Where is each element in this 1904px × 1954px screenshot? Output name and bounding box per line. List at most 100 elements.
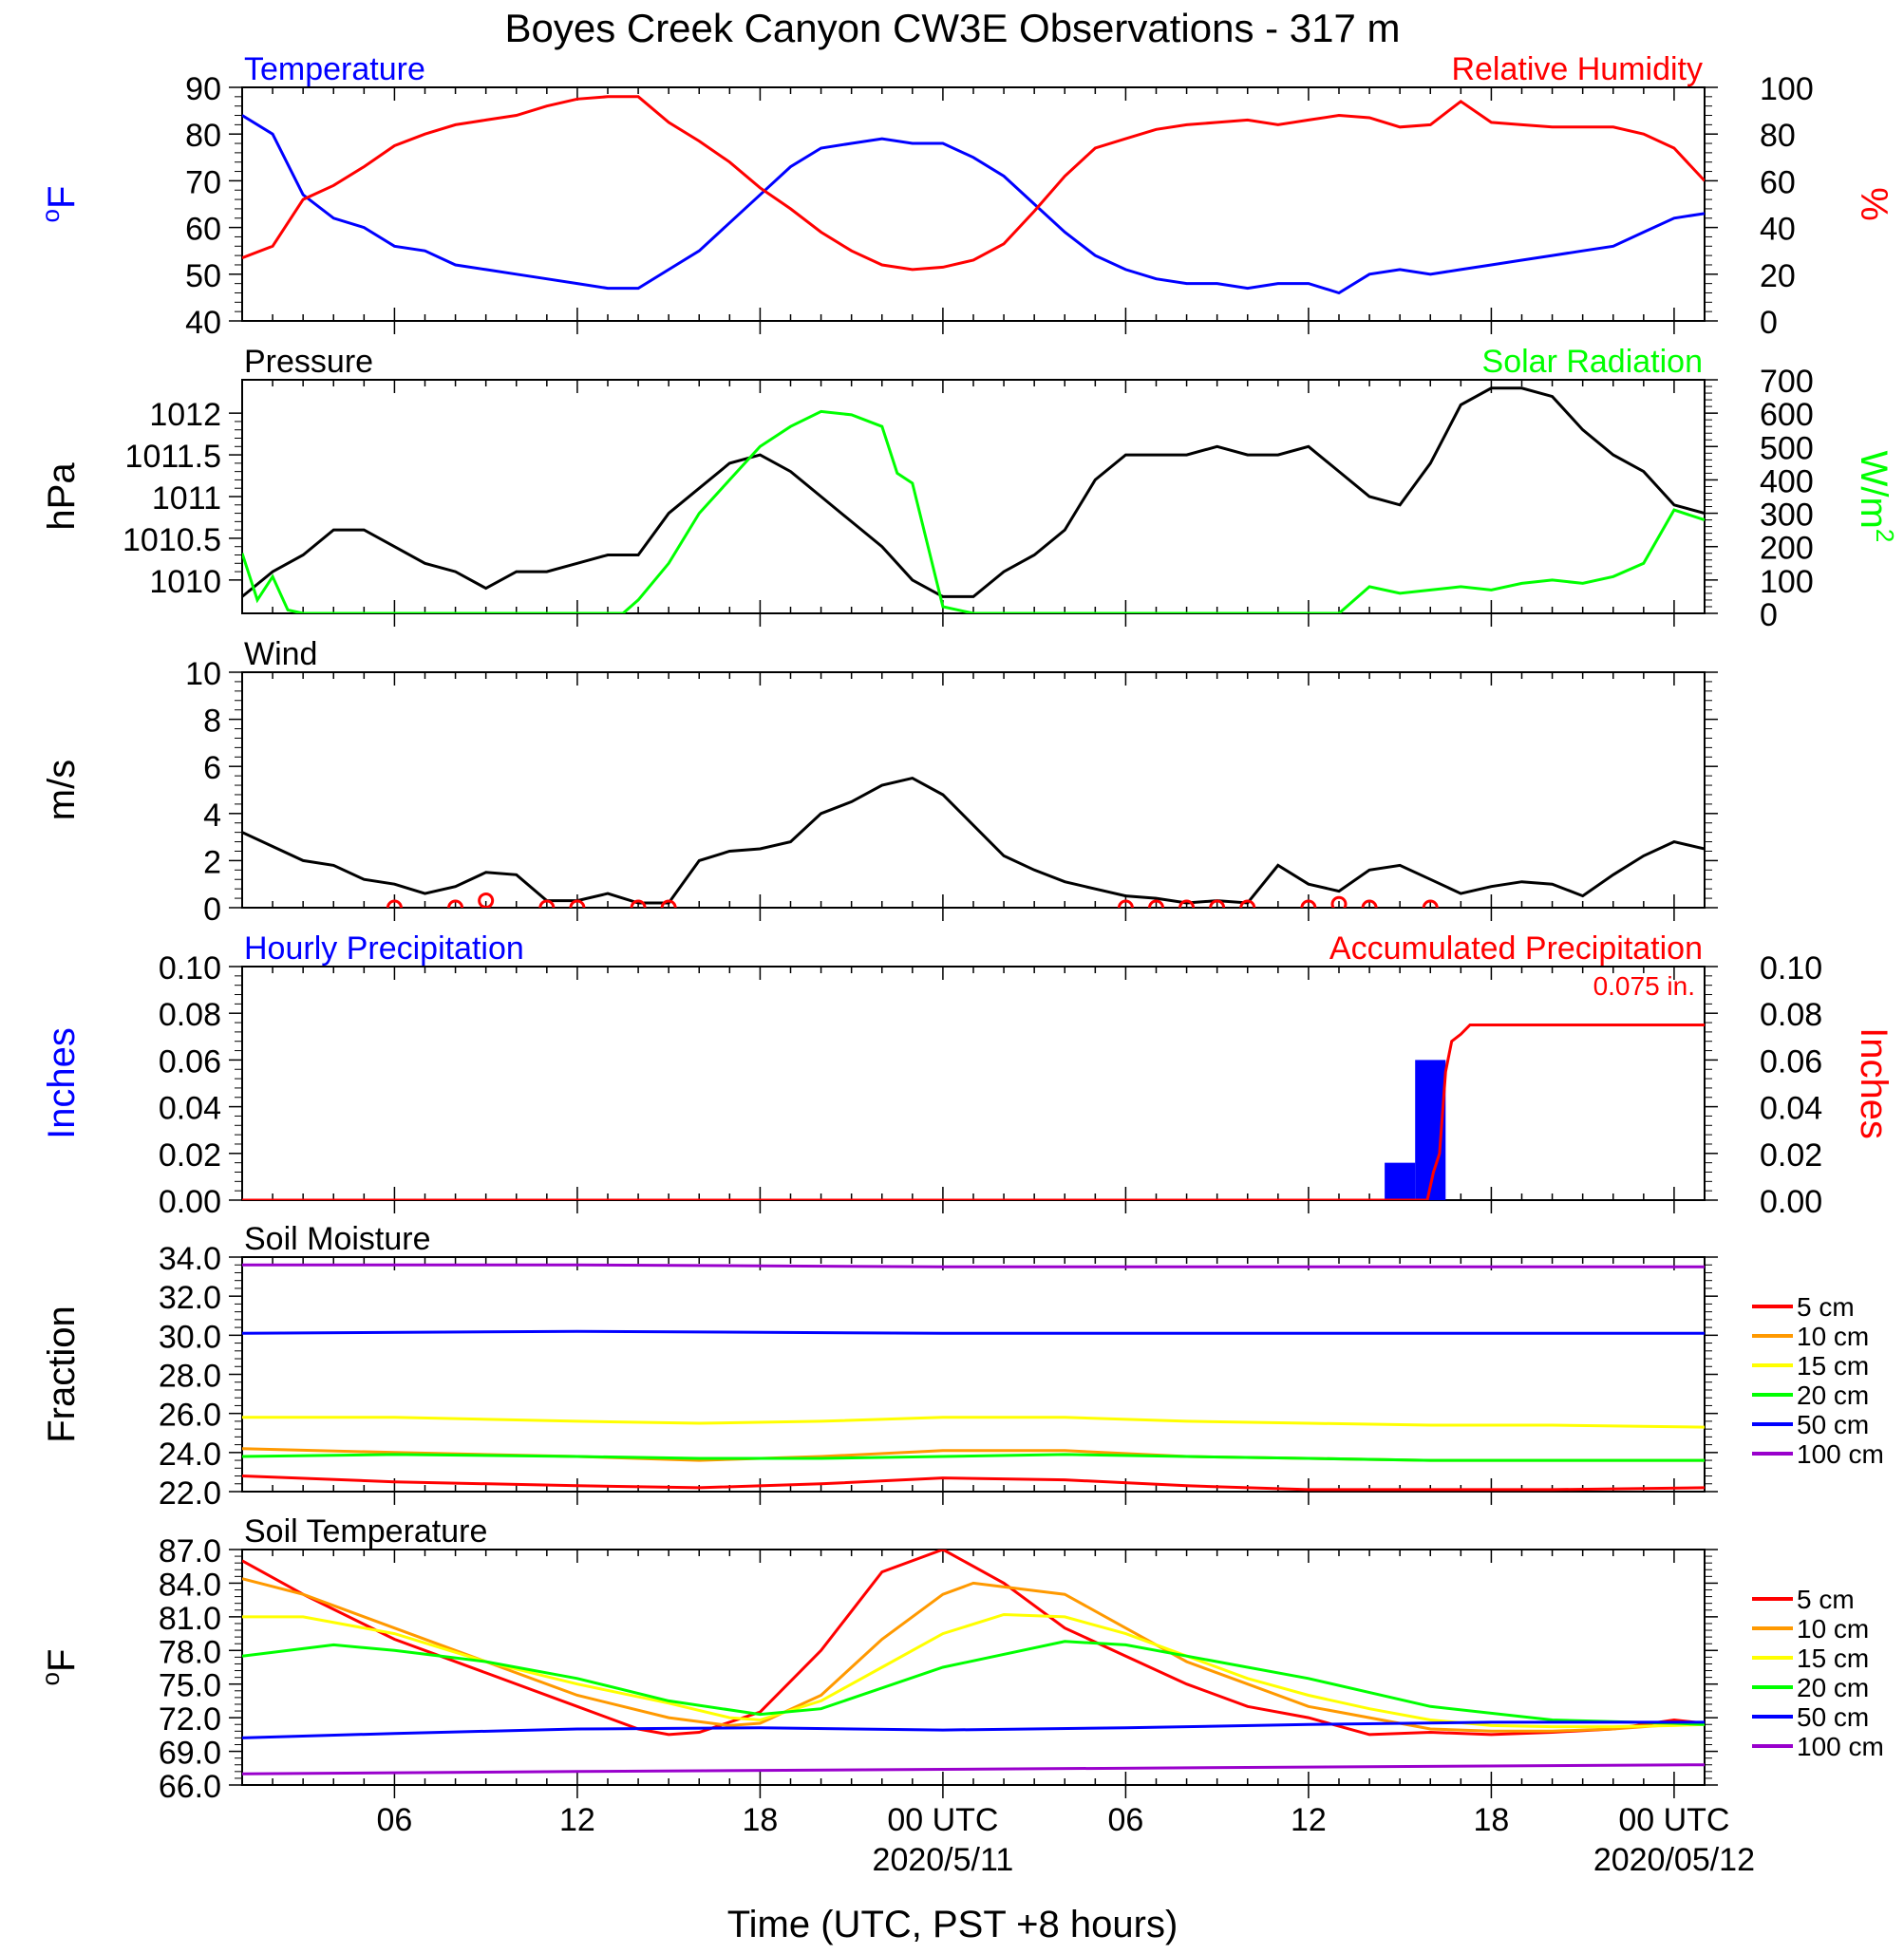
y-tick-label: 87.0 bbox=[159, 1533, 221, 1569]
y-tick-label: 84.0 bbox=[159, 1567, 221, 1603]
x-tick-label: 00 UTC bbox=[1618, 1802, 1729, 1838]
y-tick-label: 72.0 bbox=[159, 1701, 221, 1738]
y-tick-label: 90 bbox=[185, 71, 221, 107]
x-tick-label: 12 bbox=[1291, 1802, 1327, 1838]
series-line-relative-humidity bbox=[242, 95, 1705, 272]
y-tick-label-right: 60 bbox=[1760, 164, 1796, 200]
y-tick-label: 50 bbox=[185, 258, 221, 294]
y-tick-label-right: 0.10 bbox=[1760, 950, 1822, 986]
series-line-50-cm bbox=[242, 1329, 1705, 1335]
y-tick-label-right: 0.04 bbox=[1760, 1091, 1822, 1127]
series-line-5-cm bbox=[242, 1475, 1705, 1492]
svg-text:%: % bbox=[1853, 187, 1895, 221]
calm-wind-marker bbox=[478, 892, 495, 908]
y-tick-label: 8 bbox=[203, 704, 221, 740]
y-tick-label: 60 bbox=[185, 212, 221, 248]
calm-wind-marker bbox=[447, 899, 464, 908]
panel-title-left: Soil Moisture bbox=[244, 1221, 431, 1257]
legend-entry: 20 cm bbox=[1797, 1673, 1869, 1702]
series-line-accumulated-precipitation bbox=[242, 1024, 1705, 1200]
left-axis-label: oF bbox=[36, 186, 83, 223]
y-tick-label-right: 0.00 bbox=[1760, 1184, 1822, 1220]
series-line-50-cm bbox=[242, 1720, 1705, 1739]
calm-wind-marker bbox=[1239, 899, 1256, 908]
y-tick-label: 75.0 bbox=[159, 1668, 221, 1704]
y-tick-label: 1012 bbox=[149, 397, 221, 433]
left-axis-label: hPa bbox=[41, 462, 83, 531]
calm-wind-marker bbox=[630, 899, 647, 908]
y-tick-label: 10 bbox=[185, 656, 221, 692]
svg-text:W/m2: W/m2 bbox=[1853, 451, 1899, 543]
svg-text:hPa: hPa bbox=[41, 462, 83, 531]
calm-wind-marker bbox=[1330, 895, 1348, 908]
y-tick-label: 32.0 bbox=[159, 1280, 221, 1316]
plot-frame bbox=[241, 379, 1706, 614]
calm-wind-marker bbox=[1422, 899, 1439, 908]
series-group bbox=[242, 1263, 1705, 1492]
precip-bar bbox=[1385, 1162, 1416, 1200]
calm-wind-marker bbox=[538, 899, 556, 908]
y-tick-label: 34.0 bbox=[159, 1241, 221, 1277]
panel-title-left: Temperature bbox=[244, 51, 425, 87]
y-tick-label-right: 100 bbox=[1760, 71, 1814, 107]
series-line-100-cm bbox=[242, 1763, 1705, 1776]
panel-title-right: Solar Radiation bbox=[1482, 344, 1703, 380]
y-tick-label: 1011 bbox=[152, 480, 221, 517]
y-tick-label: 28.0 bbox=[159, 1359, 221, 1395]
panel-soil-temperature: 66.069.072.075.078.081.084.087.0 oF Soil T… bbox=[36, 1513, 1884, 1805]
panel-title-left: Pressure bbox=[244, 344, 373, 380]
precip-total-annotation: 0.075 in. bbox=[1593, 971, 1695, 1001]
y-tick-label-right: 100 bbox=[1760, 564, 1814, 600]
plot-frame bbox=[241, 966, 1706, 1201]
series-line-20-cm bbox=[242, 1453, 1705, 1462]
panel-soil-moisture: 22.024.026.028.0 30.032.034.0 Fraction Soil… bbox=[41, 1221, 1884, 1512]
svg-text:m/s: m/s bbox=[41, 760, 83, 820]
panel-temperature: 40 50 60 70 80 90 oF 0 20 40 60 80 100% Temperature Re… bbox=[36, 51, 1895, 341]
x-tick-label: 12 bbox=[559, 1802, 595, 1838]
series-line-15-cm bbox=[242, 1416, 1705, 1429]
y-tick-label-right: 20 bbox=[1760, 258, 1796, 294]
series-line-100-cm bbox=[242, 1263, 1705, 1268]
legend-entry: 50 cm bbox=[1797, 1702, 1869, 1732]
panel-title-right: Accumulated Precipitation bbox=[1329, 930, 1703, 967]
panel-hourly-precipitation: 0.00 0.02 0.04 0.06 0.08 0.10 Inches 0.00 0.02 0.… bbox=[41, 930, 1895, 1220]
series-line-20-cm bbox=[242, 1640, 1705, 1726]
y-tick-label-right: 40 bbox=[1760, 212, 1796, 248]
y-tick-label: 22.0 bbox=[159, 1475, 221, 1512]
series-group bbox=[242, 95, 1705, 295]
series-line-pressure bbox=[242, 386, 1705, 598]
left-axis-label: Inches bbox=[41, 1027, 83, 1139]
series-line-temperature bbox=[242, 114, 1705, 295]
y-tick-label: 66.0 bbox=[159, 1769, 221, 1805]
y-tick-label-right: 0.08 bbox=[1760, 997, 1822, 1033]
svg-text:Fraction: Fraction bbox=[41, 1306, 83, 1443]
legend-entry: 5 cm bbox=[1797, 1585, 1855, 1614]
y-tick-label: 1011.5 bbox=[125, 439, 221, 475]
x-date-label: 2020/5/11 bbox=[873, 1842, 1014, 1878]
y-tick-label: 2 bbox=[203, 844, 221, 880]
y-tick-label-right: 0 bbox=[1760, 305, 1778, 341]
right-axis-label: % bbox=[1853, 187, 1895, 221]
svg-text:oF: oF bbox=[36, 186, 83, 223]
y-tick-label: 0.00 bbox=[159, 1184, 221, 1220]
series-line-15-cm bbox=[242, 1612, 1705, 1729]
y-tick-label: 0.08 bbox=[159, 997, 221, 1033]
right-axis-label: Inches bbox=[1853, 1027, 1895, 1139]
series-line-5-cm bbox=[242, 1550, 1705, 1737]
y-tick-label: 24.0 bbox=[159, 1437, 221, 1473]
series-line-solar-radiation bbox=[242, 409, 1705, 613]
plot-frame bbox=[241, 1549, 1706, 1786]
panel-title-left: Soil Temperature bbox=[244, 1513, 487, 1550]
y-tick-label-right: 500 bbox=[1760, 430, 1814, 466]
calm-wind-marker bbox=[1300, 899, 1317, 908]
y-tick-label: 4 bbox=[203, 798, 221, 834]
y-tick-label: 26.0 bbox=[159, 1398, 221, 1434]
y-tick-label: 0.06 bbox=[159, 1043, 221, 1080]
calm-wind-marker bbox=[1117, 899, 1134, 908]
legend-entry: 10 cm bbox=[1797, 1322, 1869, 1351]
legend-entry: 15 cm bbox=[1797, 1644, 1869, 1673]
y-tick-label-right: 0.06 bbox=[1760, 1043, 1822, 1080]
series-group bbox=[242, 777, 1705, 908]
